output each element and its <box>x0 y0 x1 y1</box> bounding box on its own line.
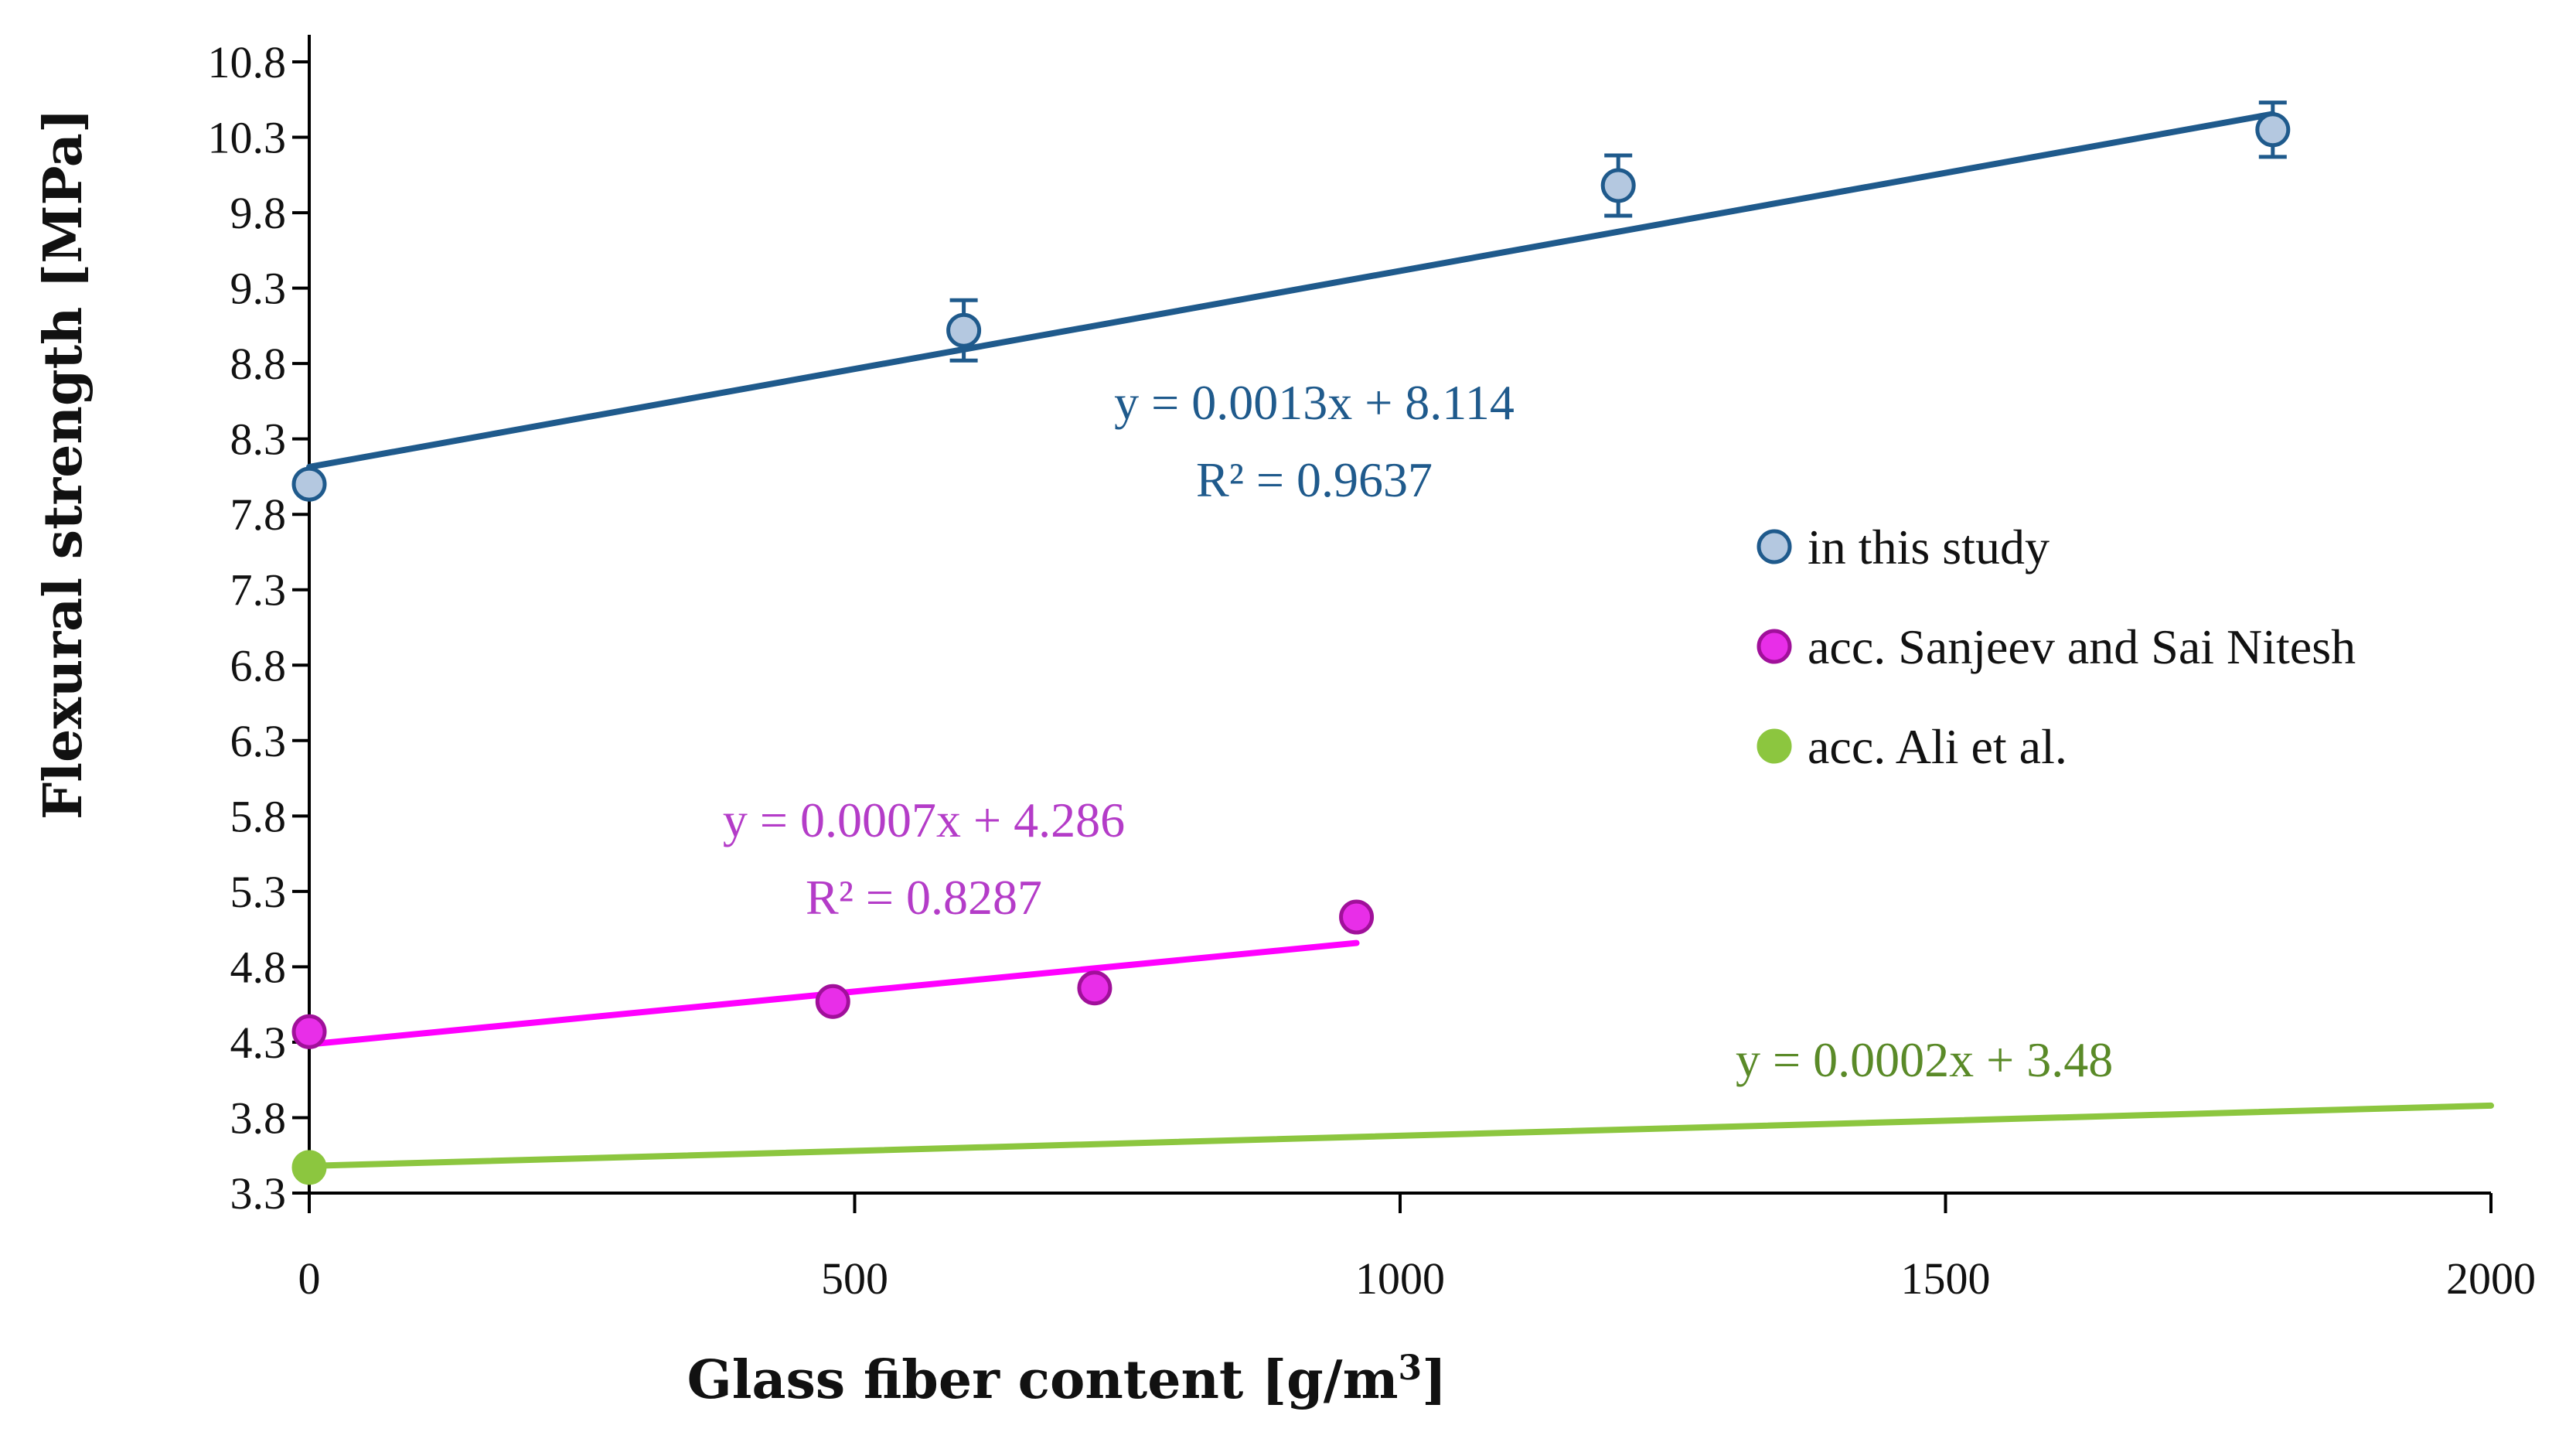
legend-label: in this study <box>1808 520 2050 575</box>
r-squared-label: R² = 0.9637 <box>1196 452 1433 507</box>
data-point-series-0 <box>946 312 982 348</box>
data-point-series-2 <box>291 1150 327 1185</box>
x-tick-label: 500 <box>821 1253 888 1304</box>
x-tick-label: 1000 <box>1355 1253 1445 1304</box>
legend-marker <box>1757 629 1792 664</box>
y-tick-label: 5.3 <box>230 867 287 917</box>
y-tick-label: 9.3 <box>230 264 287 314</box>
x-tick-label: 2000 <box>2446 1253 2536 1304</box>
trend-equation: y = 0.0013x + 8.114 <box>1114 375 1515 430</box>
trend-equation: y = 0.0002x + 3.48 <box>1736 1032 2113 1087</box>
y-tick-label: 7.8 <box>230 489 287 540</box>
r-squared-label: R² = 0.8287 <box>806 870 1042 925</box>
y-tick-label: 7.3 <box>230 565 287 615</box>
y-tick-label: 10.3 <box>208 113 287 163</box>
data-point-series-1 <box>291 1014 327 1049</box>
x-tick-label: 1500 <box>1901 1253 1991 1304</box>
x-axis-title-end: ] <box>1422 1349 1446 1411</box>
x-axis-title-main: Glass fiber content [g/m <box>687 1349 1399 1411</box>
y-tick-label: 3.8 <box>230 1093 287 1143</box>
y-tick-label: 3.3 <box>230 1168 287 1219</box>
data-point-series-0 <box>291 466 327 502</box>
x-axis-title: Glass fiber content [g/m3] <box>687 1348 1447 1411</box>
x-tick-label: 0 <box>298 1253 321 1304</box>
legend-label: acc. Ali et al. <box>1808 719 2067 774</box>
legend-marker <box>1757 529 1792 564</box>
y-tick-label: 9.8 <box>230 188 287 238</box>
legend-marker <box>1757 728 1792 764</box>
y-tick-label: 6.8 <box>230 640 287 690</box>
legend: in this study acc. Sanjeev and Sai Nitesh… <box>1757 520 2356 774</box>
y-tick-label: 6.3 <box>230 716 287 766</box>
trend-equation: y = 0.0007x + 4.286 <box>723 793 1125 847</box>
y-axis-title: Flexural strength [MPa] <box>32 108 94 820</box>
legend-label: acc. Sanjeev and Sai Nitesh <box>1808 619 2356 674</box>
x-axis-title-sup: 3 <box>1399 1348 1423 1388</box>
y-tick-label: 8.8 <box>230 339 287 389</box>
trendline-series-2 <box>306 1102 2494 1169</box>
data-point-series-1 <box>1339 899 1375 935</box>
y-tick-label: 4.8 <box>230 942 287 992</box>
data-point-series-1 <box>815 984 850 1019</box>
axes <box>308 35 2491 1195</box>
data-point-series-0 <box>2255 112 2291 148</box>
trendline-series-0 <box>306 111 2276 470</box>
y-tick-label: 5.8 <box>230 791 287 841</box>
y-tick-label: 4.3 <box>230 1018 287 1068</box>
y-tick-label: 10.8 <box>208 37 287 87</box>
data-point-series-1 <box>1077 970 1113 1006</box>
data-point-series-0 <box>1600 168 1636 203</box>
y-tick-label: 8.3 <box>230 414 287 465</box>
